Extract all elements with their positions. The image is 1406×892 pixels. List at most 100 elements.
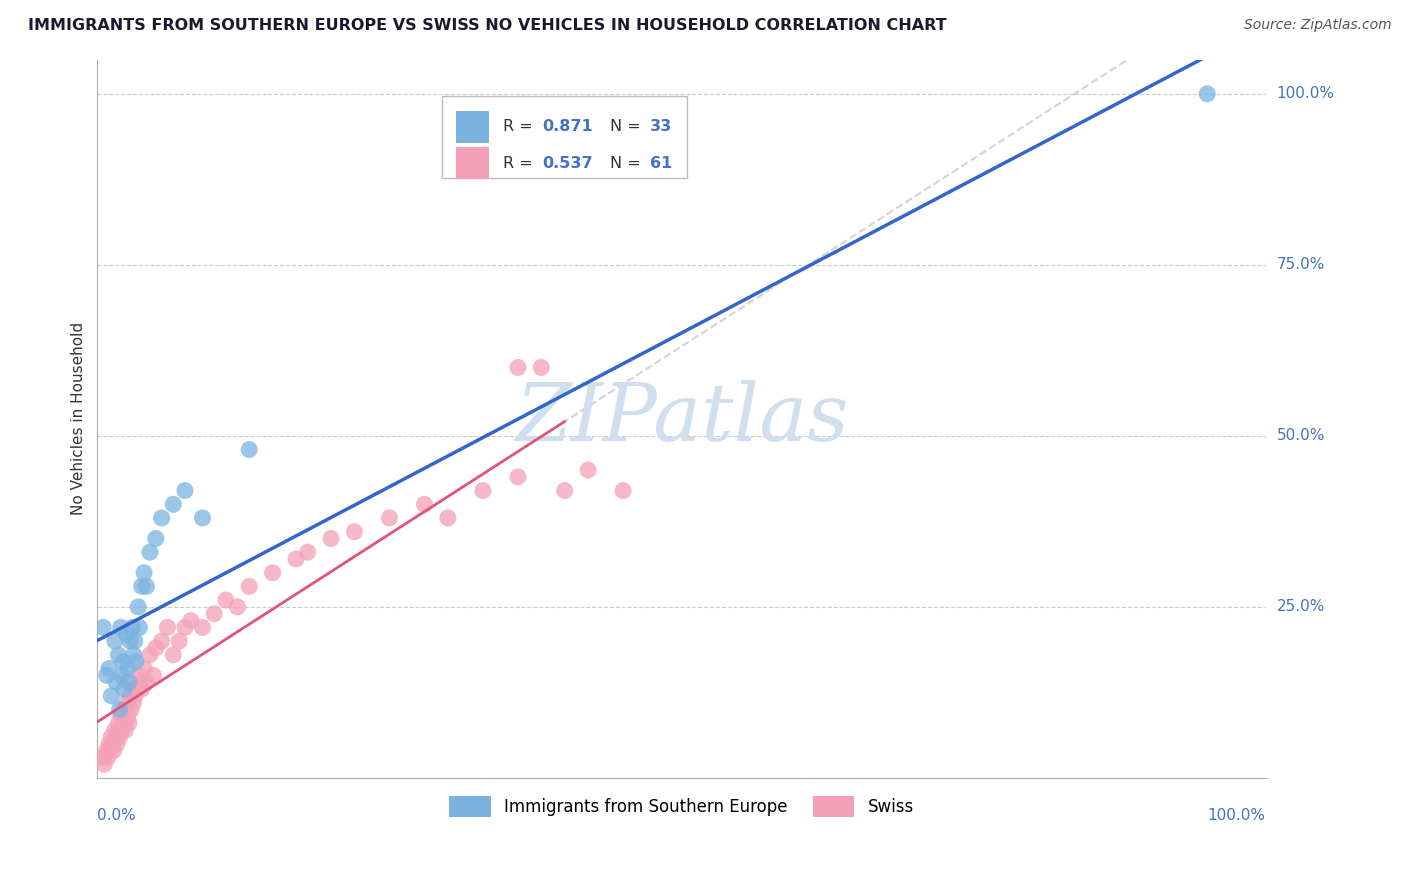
Point	[576, 463, 599, 477]
Point	[112, 702, 135, 716]
Point	[506, 470, 529, 484]
Point	[105, 675, 128, 690]
Point	[115, 627, 138, 641]
Point	[156, 620, 179, 634]
Point	[215, 593, 238, 607]
Point	[104, 634, 127, 648]
Point	[98, 661, 121, 675]
Point	[118, 716, 141, 731]
Text: 33: 33	[650, 120, 672, 135]
Point	[108, 730, 131, 744]
Point	[125, 655, 148, 669]
Point	[437, 511, 460, 525]
Point	[112, 655, 135, 669]
Point	[142, 668, 165, 682]
Point	[238, 442, 260, 457]
Point	[139, 648, 162, 662]
Point	[145, 532, 167, 546]
Point	[120, 689, 142, 703]
Point	[117, 661, 139, 675]
Text: 61: 61	[650, 156, 672, 170]
Point	[128, 620, 150, 634]
Point	[100, 730, 122, 744]
Point	[124, 689, 146, 703]
Point	[96, 743, 118, 757]
Point	[319, 532, 342, 546]
Point	[145, 640, 167, 655]
Point	[96, 668, 118, 682]
Point	[101, 737, 124, 751]
Point	[262, 566, 284, 580]
Point	[124, 634, 146, 648]
Point	[131, 681, 153, 696]
FancyBboxPatch shape	[456, 111, 489, 143]
Point	[114, 723, 136, 737]
Point	[91, 750, 114, 764]
Point	[121, 681, 143, 696]
Point	[121, 620, 143, 634]
Legend: Immigrants from Southern Europe, Swiss: Immigrants from Southern Europe, Swiss	[443, 789, 921, 823]
Point	[120, 702, 142, 716]
Point	[238, 579, 260, 593]
Point	[226, 599, 249, 614]
Point	[162, 497, 184, 511]
Point	[122, 648, 145, 662]
Point	[127, 668, 149, 682]
Text: 0.537: 0.537	[543, 156, 593, 170]
Point	[128, 675, 150, 690]
Point	[117, 709, 139, 723]
Point	[91, 620, 114, 634]
Text: IMMIGRANTS FROM SOUTHERN EUROPE VS SWISS NO VEHICLES IN HOUSEHOLD CORRELATION CH: IMMIGRANTS FROM SOUTHERN EUROPE VS SWISS…	[28, 18, 946, 33]
Point	[180, 614, 202, 628]
Point	[506, 360, 529, 375]
Point	[98, 737, 121, 751]
Point	[110, 709, 132, 723]
Point	[93, 757, 115, 772]
Text: 100.0%: 100.0%	[1277, 87, 1334, 102]
Text: R =: R =	[503, 120, 537, 135]
FancyBboxPatch shape	[441, 95, 688, 178]
Point	[343, 524, 366, 539]
Point	[131, 579, 153, 593]
Point	[135, 579, 157, 593]
Text: N =: N =	[610, 156, 647, 170]
Point	[122, 696, 145, 710]
Text: 25.0%: 25.0%	[1277, 599, 1324, 615]
Point	[139, 545, 162, 559]
Point	[554, 483, 576, 498]
Text: ZIPatlas: ZIPatlas	[515, 380, 848, 458]
Point	[97, 750, 120, 764]
Point	[105, 737, 128, 751]
Point	[413, 497, 436, 511]
Point	[471, 483, 494, 498]
Point	[132, 661, 155, 675]
Y-axis label: No Vehicles in Household: No Vehicles in Household	[72, 322, 86, 516]
Point	[612, 483, 634, 498]
Text: R =: R =	[503, 156, 537, 170]
Text: 100.0%: 100.0%	[1208, 808, 1265, 823]
Text: Source: ZipAtlas.com: Source: ZipAtlas.com	[1244, 18, 1392, 32]
Point	[174, 620, 197, 634]
Point	[1197, 87, 1219, 101]
Text: 75.0%: 75.0%	[1277, 257, 1324, 272]
Point	[162, 648, 184, 662]
Point	[530, 360, 553, 375]
Text: 0.871: 0.871	[543, 120, 593, 135]
Point	[150, 511, 173, 525]
Point	[132, 566, 155, 580]
Point	[105, 730, 128, 744]
Point	[191, 620, 214, 634]
Point	[112, 681, 135, 696]
Point	[103, 743, 125, 757]
Point	[108, 702, 131, 716]
Point	[150, 634, 173, 648]
Point	[127, 599, 149, 614]
Point	[120, 634, 142, 648]
Text: 0.0%: 0.0%	[97, 808, 136, 823]
Point	[378, 511, 401, 525]
Text: N =: N =	[610, 120, 647, 135]
Point	[135, 675, 157, 690]
Point	[100, 689, 122, 703]
Point	[111, 723, 134, 737]
Point	[284, 552, 307, 566]
